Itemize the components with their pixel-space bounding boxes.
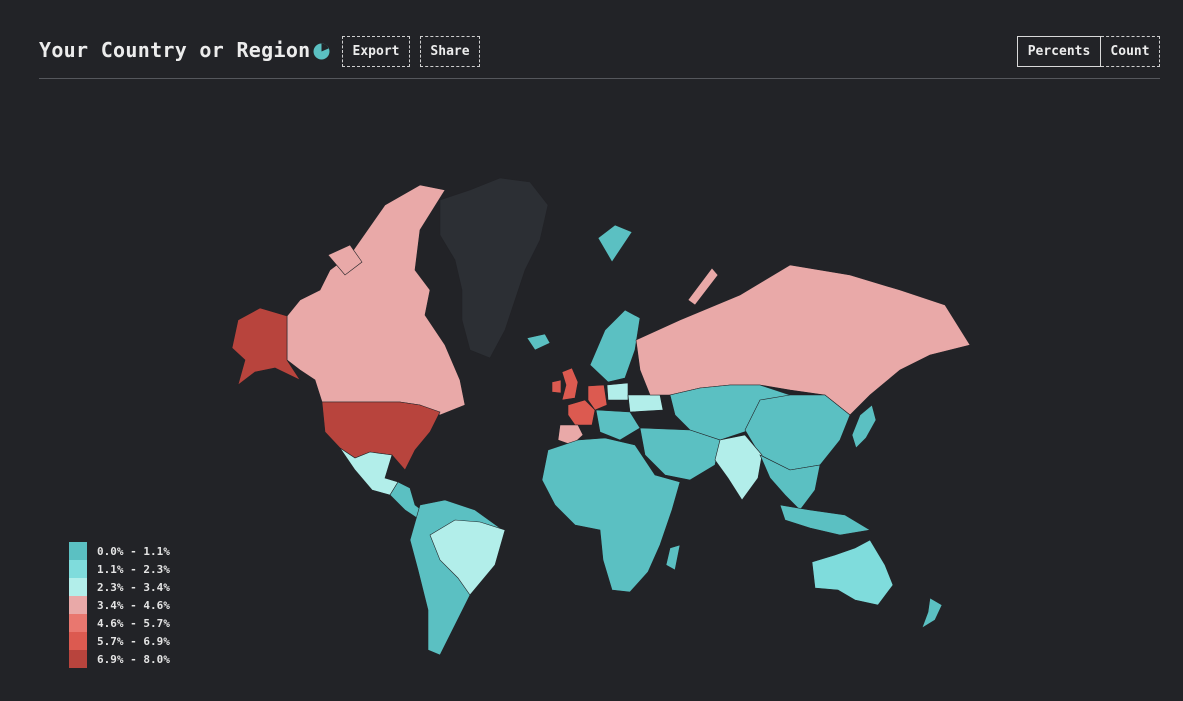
- region-svalbard[interactable]: [598, 225, 632, 262]
- region-eastern-europe[interactable]: [596, 410, 640, 440]
- legend-label: 6.9% - 8.0%: [97, 653, 170, 666]
- legend-item: 4.6% - 5.7%: [69, 614, 170, 632]
- legend-item: 6.9% - 8.0%: [69, 650, 170, 668]
- legend-item: 3.4% - 4.6%: [69, 596, 170, 614]
- region-canada[interactable]: [287, 185, 465, 415]
- region-indonesia[interactable]: [780, 505, 870, 535]
- legend-label: 1.1% - 2.3%: [97, 563, 170, 576]
- region-australia[interactable]: [812, 540, 893, 605]
- legend-swatch: [69, 614, 87, 632]
- region-united-kingdom[interactable]: [562, 368, 578, 400]
- legend-swatch: [69, 596, 87, 614]
- legend-swatch: [69, 578, 87, 596]
- region-nordics[interactable]: [590, 310, 640, 382]
- legend-label: 2.3% - 3.4%: [97, 581, 170, 594]
- region-japan[interactable]: [852, 405, 876, 448]
- legend: 0.0% - 1.1% 1.1% - 2.3% 2.3% - 3.4% 3.4% - …: [69, 542, 170, 668]
- region-poland[interactable]: [607, 383, 628, 400]
- region-madagascar[interactable]: [666, 545, 680, 570]
- legend-label: 4.6% - 5.7%: [97, 617, 170, 630]
- region-new-zealand[interactable]: [922, 598, 942, 628]
- legend-label: 0.0% - 1.1%: [97, 545, 170, 558]
- legend-swatch: [69, 650, 87, 668]
- region-iceland[interactable]: [527, 334, 550, 350]
- region-ireland[interactable]: [552, 380, 561, 393]
- region-russia-novaya-zemlya[interactable]: [688, 268, 718, 305]
- region-mexico[interactable]: [340, 448, 398, 495]
- legend-label: 5.7% - 6.9%: [97, 635, 170, 648]
- legend-item: 2.3% - 3.4%: [69, 578, 170, 596]
- legend-item: 0.0% - 1.1%: [69, 542, 170, 560]
- legend-item: 5.7% - 6.9%: [69, 632, 170, 650]
- legend-swatch: [69, 542, 87, 560]
- region-ukraine[interactable]: [628, 395, 663, 412]
- region-greenland[interactable]: [440, 178, 548, 358]
- legend-item: 1.1% - 2.3%: [69, 560, 170, 578]
- legend-label: 3.4% - 4.6%: [97, 599, 170, 612]
- legend-swatch: [69, 560, 87, 578]
- legend-swatch: [69, 632, 87, 650]
